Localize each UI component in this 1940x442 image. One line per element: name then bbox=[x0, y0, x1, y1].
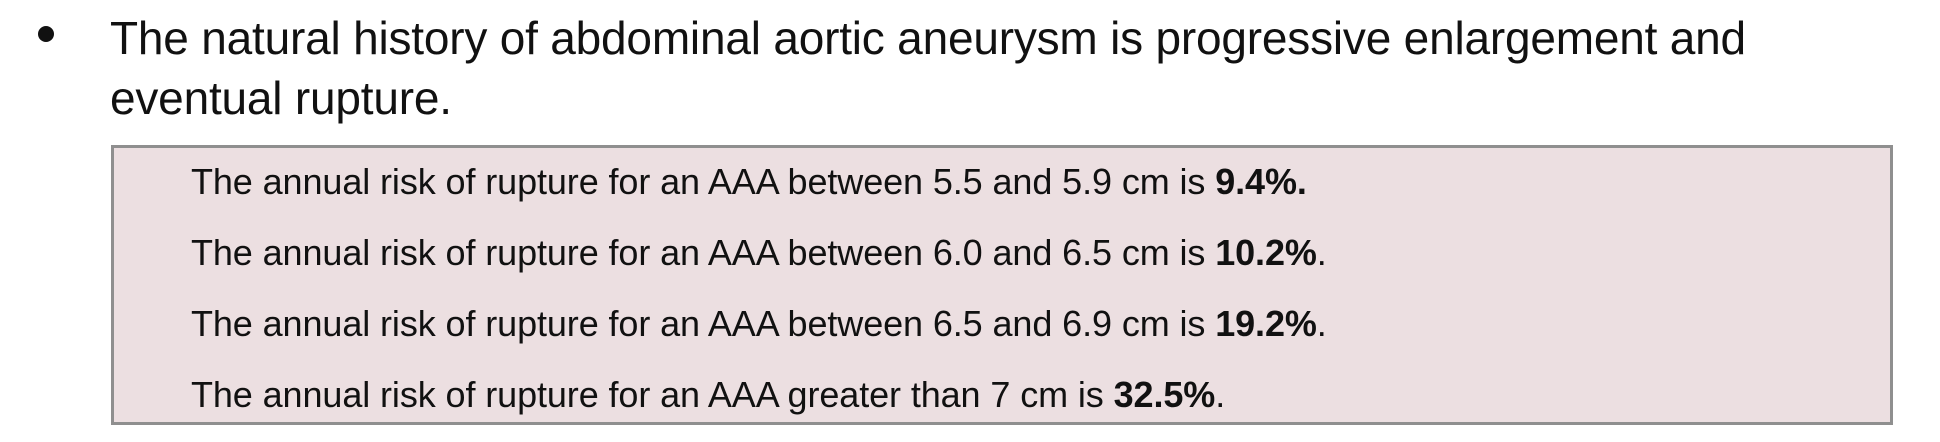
risk-line: The annual risk of rupture for an AAA gr… bbox=[191, 373, 1225, 417]
bullet-text: The natural history of abdominal aortic … bbox=[110, 12, 1746, 124]
risk-line-suffix: . bbox=[1215, 374, 1226, 415]
rupture-risk-box: The annual risk of rupture for an AAA be… bbox=[111, 145, 1893, 425]
risk-value: 9.4%. bbox=[1215, 161, 1307, 202]
risk-line: The annual risk of rupture for an AAA be… bbox=[191, 160, 1307, 204]
risk-line-text: The annual risk of rupture for an AAA gr… bbox=[191, 374, 1114, 415]
risk-line-text: The annual risk of rupture for an AAA be… bbox=[191, 303, 1216, 344]
risk-line-text: The annual risk of rupture for an AAA be… bbox=[191, 232, 1216, 273]
risk-value: 19.2% bbox=[1215, 303, 1317, 344]
risk-line-suffix: . bbox=[1316, 232, 1327, 273]
risk-line: The annual risk of rupture for an AAA be… bbox=[191, 231, 1327, 275]
risk-line: The annual risk of rupture for an AAA be… bbox=[191, 302, 1327, 346]
risk-value: 10.2% bbox=[1215, 232, 1317, 273]
risk-line-suffix: . bbox=[1316, 303, 1327, 344]
risk-line-text: The annual risk of rupture for an AAA be… bbox=[191, 161, 1216, 202]
bullet-dot-icon bbox=[38, 26, 54, 42]
risk-value: 32.5% bbox=[1113, 374, 1216, 415]
